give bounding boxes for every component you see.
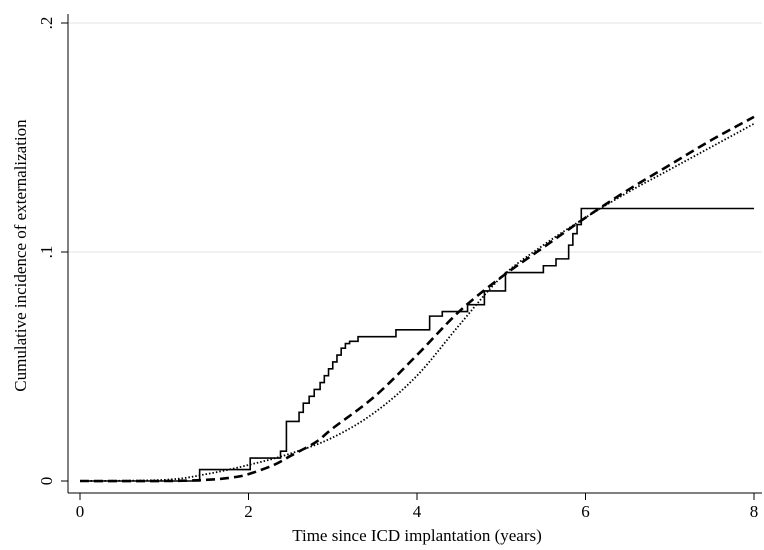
x-tick-label: 6 <box>581 502 590 521</box>
series-line-solid <box>80 207 754 482</box>
x-tick-label: 2 <box>244 502 253 521</box>
series-line-dashed <box>79 115 755 483</box>
x-tick-label: 8 <box>750 502 759 521</box>
x-tick-label: 4 <box>413 502 422 521</box>
y-axis-title: Cumulative incidence of externalization <box>11 119 30 392</box>
ticks: 0 2 4 6 8 0 .1 .2 <box>37 17 758 521</box>
axes <box>67 14 762 494</box>
x-tick-label: 0 <box>76 502 85 521</box>
series-group <box>79 115 755 483</box>
x-axis-title: Time since ICD implantation (years) <box>292 526 542 545</box>
y-tick-label: .1 <box>37 246 56 259</box>
gridlines <box>69 22 762 253</box>
y-tick-label: .2 <box>37 17 56 30</box>
series-line-dotted <box>79 122 755 482</box>
y-tick-label: 0 <box>37 477 56 486</box>
